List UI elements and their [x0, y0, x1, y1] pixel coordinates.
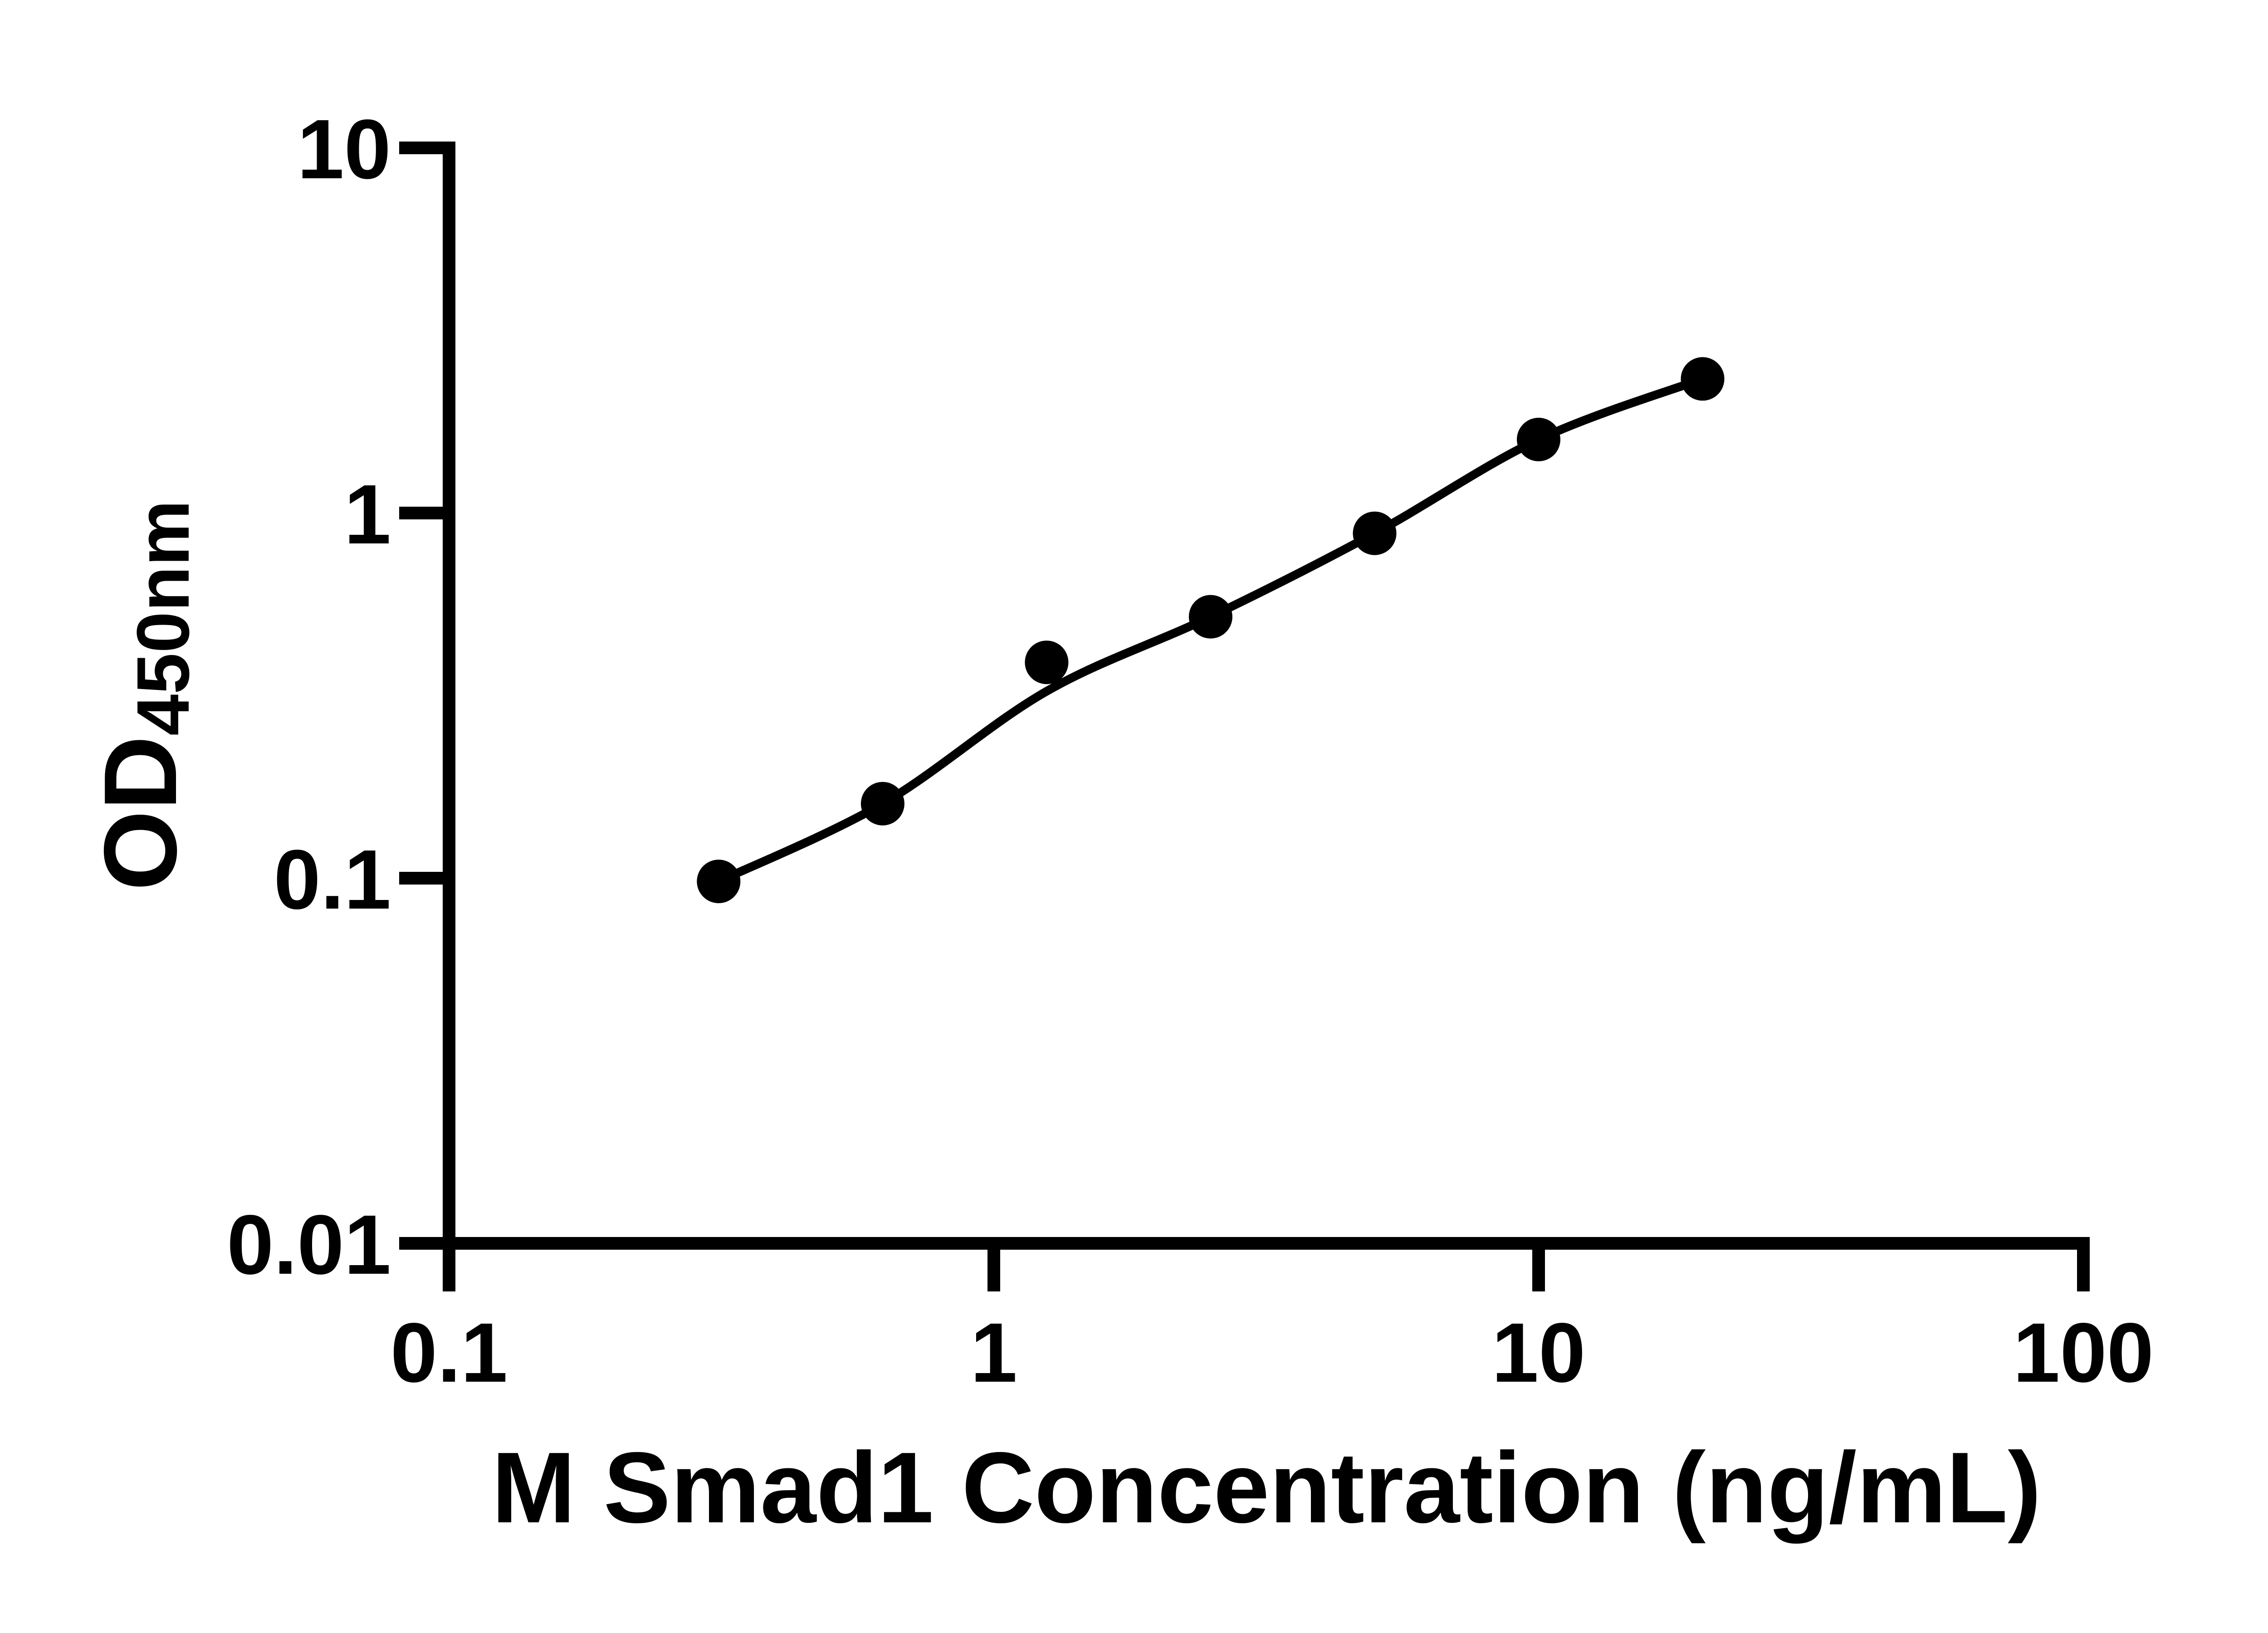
y-axis-title: OD450nm: [83, 500, 205, 891]
x-tick-label: 10: [1492, 1306, 1586, 1400]
y-axis-ticks: [399, 142, 449, 1250]
y-axis-title-main: OD: [83, 736, 198, 891]
y-axis-tick-labels: 10 1 0.1 0.01: [227, 103, 391, 1292]
data-point: [1025, 640, 1069, 684]
x-axis-tick-labels: 0.1 1 10 100: [391, 1306, 2154, 1400]
y-axis-title-subscript: 450nm: [122, 500, 205, 736]
data-point: [1681, 357, 1725, 401]
y-tick-label: 1: [344, 468, 391, 562]
x-tick-label: 100: [2013, 1306, 2154, 1400]
y-tick-label: 0.01: [227, 1198, 391, 1292]
y-tick-label: 10: [297, 103, 391, 196]
data-point: [860, 782, 904, 826]
data-point: [697, 860, 741, 904]
data-point: [1517, 417, 1560, 461]
x-tick-label: 0.1: [391, 1306, 508, 1400]
x-tick-label: 1: [970, 1306, 1017, 1400]
data-series-points: [697, 357, 1725, 904]
data-point: [1353, 511, 1397, 555]
x-axis-title: M Smad1 Concentration (ng/mL): [492, 1432, 2041, 1544]
y-tick-label: 0.1: [274, 833, 391, 927]
plot-area: [697, 357, 1725, 904]
data-point: [1188, 595, 1232, 639]
x-axis-ticks: [443, 1243, 2090, 1291]
axes: [443, 142, 2090, 1250]
